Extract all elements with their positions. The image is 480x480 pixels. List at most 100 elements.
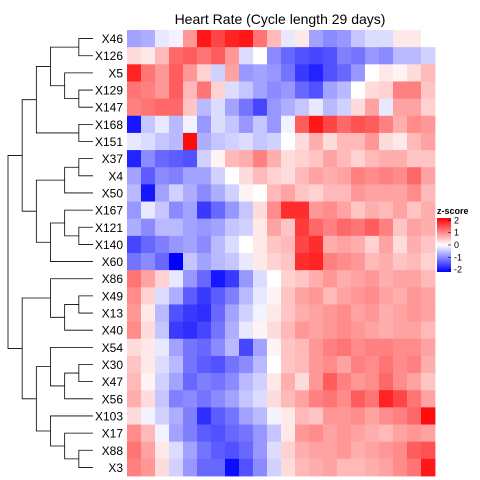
- heatmap-cell: [295, 424, 310, 443]
- heatmap-cell: [225, 47, 240, 65]
- heatmap-cell: [337, 407, 352, 425]
- heatmap-cell: [253, 338, 268, 357]
- heatmap-cell: [393, 184, 408, 202]
- heatmap-cell: [141, 321, 156, 340]
- zscore-legend: z-score 2 1 0 -1 -2: [437, 206, 469, 275]
- heatmap-cell: [197, 132, 212, 151]
- heatmap-cell: [421, 390, 436, 408]
- heatmap-cell: [169, 47, 184, 65]
- heatmap-cell: [281, 253, 296, 271]
- heatmap-cell: [267, 390, 282, 408]
- heatmap-cell: [379, 287, 394, 305]
- heatmap-cell: [267, 218, 282, 237]
- heatmap-cell: [407, 201, 422, 220]
- row-label: X60: [102, 255, 124, 269]
- heatmap-cell: [197, 441, 212, 460]
- heatmap-cell: [351, 81, 366, 100]
- heatmap-cell: [225, 458, 240, 477]
- heatmap-cell: [393, 287, 408, 305]
- heatmap-cell: [351, 184, 366, 202]
- heatmap-cell: [365, 253, 380, 271]
- heatmap-cell: [155, 373, 170, 391]
- heatmap-cell: [253, 441, 268, 460]
- heatmap-cell: [281, 458, 296, 477]
- heatmap-cell: [337, 98, 352, 117]
- heatmap-cell: [141, 64, 156, 82]
- heatmap-cell: [127, 81, 142, 100]
- heatmap-cell: [239, 458, 254, 477]
- heatmap-cell: [365, 64, 380, 82]
- heatmap-cell: [407, 304, 422, 323]
- heatmap-cell: [393, 218, 408, 237]
- heatmap-cell: [309, 47, 324, 65]
- heatmap-cell: [211, 304, 226, 323]
- row-label: X88: [102, 444, 124, 458]
- heatmap-cell: [239, 64, 254, 82]
- heatmap-cell: [155, 390, 170, 408]
- heatmap-cell: [225, 184, 240, 202]
- heatmap-cell: [211, 132, 226, 151]
- heatmap-cell: [253, 458, 268, 477]
- heatmap-cell: [267, 304, 282, 323]
- heatmap-cell: [407, 355, 422, 374]
- heatmap-cell: [281, 150, 296, 168]
- dendrogram-branch: [78, 38, 93, 57]
- heatmap-cell: [323, 441, 338, 460]
- heatmap-cell: [253, 98, 268, 117]
- heatmap-cell: [239, 30, 254, 48]
- heatmap-cell: [225, 338, 240, 357]
- heatmap-cell: [421, 253, 436, 271]
- heatmap-cell: [421, 424, 436, 443]
- heatmap-cell: [379, 47, 394, 65]
- heatmap-cell: [421, 81, 436, 100]
- heatmap-cell: [365, 47, 380, 65]
- heatmap-cell: [365, 424, 380, 443]
- heatmap-cell: [169, 184, 184, 202]
- heatmap-cell: [183, 201, 198, 220]
- heatmap-cell: [393, 30, 408, 48]
- heatmap-cell: [323, 270, 338, 288]
- heatmap-cell: [407, 30, 422, 48]
- heatmap-cell: [239, 304, 254, 323]
- heatmap-cell: [253, 407, 268, 425]
- heatmap-cell: [127, 30, 142, 48]
- heatmap-cell: [351, 115, 366, 134]
- dendrogram-branch: [50, 346, 93, 387]
- heatmap-cell: [421, 132, 436, 151]
- heatmap-cell: [295, 441, 310, 460]
- heatmap-cell: [155, 30, 170, 48]
- dendrogram-branch: [64, 432, 93, 460]
- heatmap-cell: [225, 81, 240, 100]
- heatmap-cell: [393, 115, 408, 134]
- heatmap-cell: [295, 270, 310, 288]
- heatmap-cell: [281, 47, 296, 65]
- heatmap-cell: [225, 132, 240, 151]
- heatmap-cell: [309, 424, 324, 443]
- heatmap-cell: [267, 355, 282, 374]
- heatmap-cell: [295, 407, 310, 425]
- heatmap-cell: [127, 441, 142, 460]
- heatmap-cell: [281, 270, 296, 288]
- heatmap-cell: [141, 253, 156, 271]
- heatmap-cell: [155, 253, 170, 271]
- heatmap-cell: [351, 167, 366, 185]
- dendrogram-branch: [78, 449, 93, 468]
- heatmap-cell: [197, 253, 212, 271]
- heatmap-cell: [253, 235, 268, 254]
- heatmap-cell: [197, 218, 212, 237]
- heatmap-cell: [169, 390, 184, 408]
- heatmap-cell: [253, 321, 268, 340]
- heatmap-cell: [281, 424, 296, 443]
- heatmap-cell: [351, 270, 366, 288]
- heatmap-cell: [421, 30, 436, 48]
- heatmap-cell: [127, 338, 142, 357]
- heatmap-cell: [309, 458, 324, 477]
- heatmap-cell: [379, 64, 394, 82]
- heatmap-cell: [169, 458, 184, 477]
- heatmap-cell: [141, 115, 156, 134]
- heatmap-cell: [337, 441, 352, 460]
- row-label: X147: [95, 101, 123, 115]
- heatmap-cell: [281, 201, 296, 220]
- heatmap-cell: [281, 98, 296, 117]
